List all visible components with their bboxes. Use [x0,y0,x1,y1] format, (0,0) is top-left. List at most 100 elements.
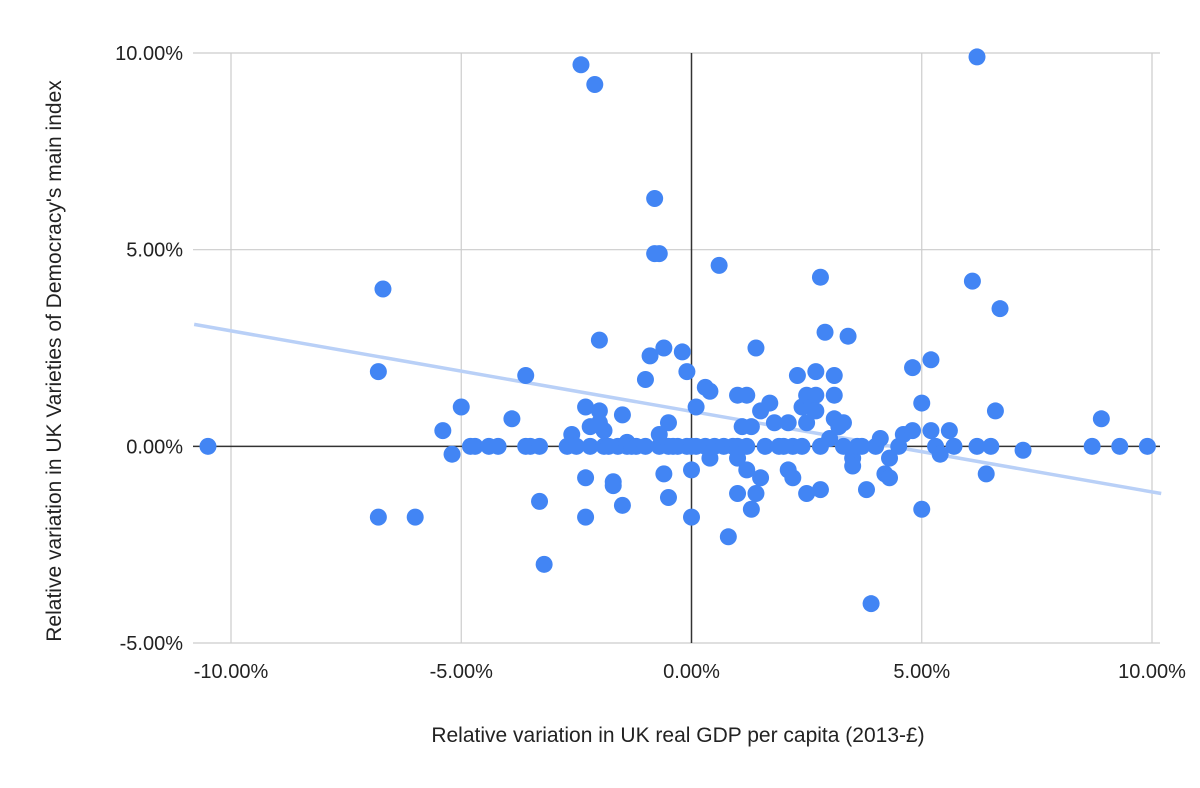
data-point [834,414,852,432]
x-tick-label: 10.00% [1118,661,1186,683]
data-point [577,469,595,487]
data-point [825,386,843,404]
data-point [752,469,770,487]
data-point [931,445,949,463]
data-point [977,465,995,483]
data-point [406,508,424,526]
data-point [821,429,839,447]
data-point [369,508,387,526]
data-point [613,406,631,424]
data-point [738,386,756,404]
data-points [199,48,1156,613]
trendline-layer [193,322,1162,496]
data-point [913,500,931,518]
data-point [567,437,585,455]
data-point [747,339,765,357]
data-point [857,481,875,499]
data-point [577,508,595,526]
x-tick-label: 0.00% [663,661,720,683]
data-point [443,445,461,463]
data-point [531,437,549,455]
data-point [834,437,852,455]
x-tick-label: 5.00% [893,661,950,683]
y-tick-label: 0.00% [126,436,183,458]
data-point [489,437,507,455]
y-tick-label: -5.00% [120,633,184,655]
tick-labels: -5.00% 0.00% 5.00% 10.00% -10.00% -5.00% 0.00%… [115,43,1186,683]
data-point [374,280,392,298]
data-point [613,496,631,514]
data-point [738,437,756,455]
data-point [968,437,986,455]
data-point [1083,437,1101,455]
data-point [742,500,760,518]
data-point [825,367,843,385]
data-point [595,422,613,440]
data-point [577,398,595,416]
data-point [1111,437,1129,455]
data-point [503,410,521,428]
data-point [452,398,470,416]
data-point [807,402,825,420]
data-point [788,367,806,385]
data-point [779,414,797,432]
x-tick-label: -5.00% [430,661,494,683]
data-point [922,351,940,369]
data-point [678,363,696,381]
data-point [982,437,1000,455]
data-point [659,488,677,506]
data-point [738,461,756,479]
data-point [604,477,622,495]
data-point [517,367,535,385]
data-point [945,437,963,455]
data-point [1092,410,1110,428]
data-point [655,339,673,357]
x-tick-label: -10.00% [194,661,269,683]
data-point [756,437,774,455]
data-point [765,414,783,432]
data-point [904,359,922,377]
data-point [844,457,862,475]
data-point [655,465,673,483]
data-point [531,492,549,510]
data-point [798,485,816,503]
data-point [940,422,958,440]
data-point [636,370,654,388]
data-point [922,422,940,440]
data-point [581,437,599,455]
data-point [811,268,829,286]
data-point [862,595,880,613]
data-point [590,402,608,420]
data-point [816,323,834,341]
data-point [793,437,811,455]
data-point [466,437,484,455]
data-point [747,485,765,503]
y-tick-label: 10.00% [115,43,183,65]
data-point [784,469,802,487]
data-point [991,300,1009,318]
data-point [853,437,871,455]
data-point [586,75,604,93]
data-point [742,418,760,436]
grid-lines [193,52,1160,644]
data-point [913,394,931,412]
data-point [761,394,779,412]
data-point [650,245,668,263]
data-point [687,398,705,416]
trendline [193,322,1162,496]
data-point [701,382,719,400]
data-point [729,485,747,503]
data-point [650,426,668,444]
data-point [968,48,986,66]
data-point [798,414,816,432]
data-point [811,481,829,499]
data-point [881,469,899,487]
data-point [1138,437,1156,455]
data-point [986,402,1004,420]
data-point [646,190,664,208]
y-tick-label: 5.00% [126,240,183,262]
x-axis-title: Relative variation in UK real GDP per ca… [431,724,924,747]
data-point [590,331,608,349]
